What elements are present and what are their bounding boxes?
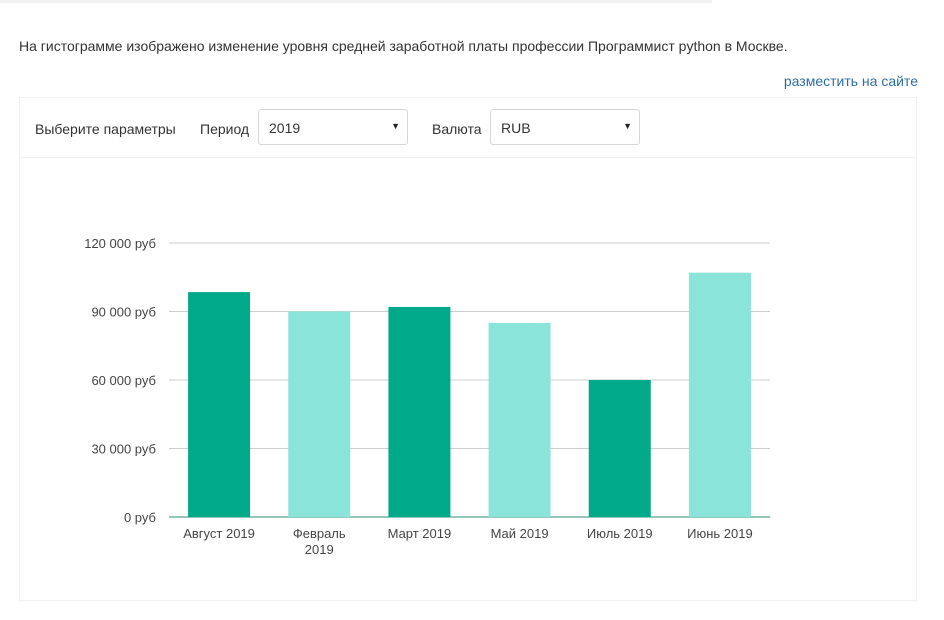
x-tick-label: Июнь 2019 <box>687 526 753 541</box>
chevron-down-icon: ▼ <box>623 121 632 131</box>
bar <box>188 292 251 517</box>
period-select[interactable]: 2019 ▼ <box>258 109 408 145</box>
bar <box>488 322 551 517</box>
x-tick-label: Май 2019 <box>491 526 549 541</box>
y-axis-ticks: 0 руб 30 000 руб 60 000 руб 90 000 руб 120 0… <box>84 236 156 525</box>
bar <box>388 306 451 517</box>
x-tick-label: Июль 2019 <box>587 526 653 541</box>
grid-layer <box>169 242 770 518</box>
y-tick-label: 60 000 руб <box>91 373 156 388</box>
bar <box>288 311 351 517</box>
x-tick-label: Февраль 2019 <box>293 526 346 557</box>
x-tick-label: Март 2019 <box>388 526 452 541</box>
top-divider <box>0 0 712 3</box>
salary-bar-chart: 0 руб 30 000 руб 60 000 руб 90 000 руб 120 0… <box>84 236 770 557</box>
y-tick-label: 0 руб <box>124 510 156 525</box>
chart-description: На гистограмме изображено изменение уров… <box>19 38 788 54</box>
x-tick-label: Август 2019 <box>183 526 255 541</box>
y-tick-label: 90 000 руб <box>91 305 156 320</box>
period-select-value: 2019 <box>269 120 301 136</box>
bar <box>588 380 651 517</box>
parameters-prompt: Выберите параметры <box>35 121 176 137</box>
period-label: Период <box>200 121 250 137</box>
currency-label: Валюта <box>432 121 482 137</box>
y-tick-label: 120 000 руб <box>84 236 156 251</box>
y-tick-label: 30 000 руб <box>91 442 156 457</box>
chevron-down-icon: ▼ <box>391 121 400 131</box>
parameters-bar: Выберите параметры Период 2019 ▼ Валюта … <box>20 98 916 158</box>
bars <box>188 272 751 517</box>
bar <box>688 272 751 517</box>
currency-select-value: RUB <box>501 120 531 136</box>
x-axis-ticks: Август 2019 Февраль 2019 Март 2019 Май 2019 И… <box>183 526 752 557</box>
currency-select[interactable]: RUB ▼ <box>490 109 640 145</box>
embed-on-site-link[interactable]: разместить на сайте <box>783 73 918 89</box>
chart-panel: Выберите параметры Период 2019 ▼ Валюта … <box>19 97 917 601</box>
